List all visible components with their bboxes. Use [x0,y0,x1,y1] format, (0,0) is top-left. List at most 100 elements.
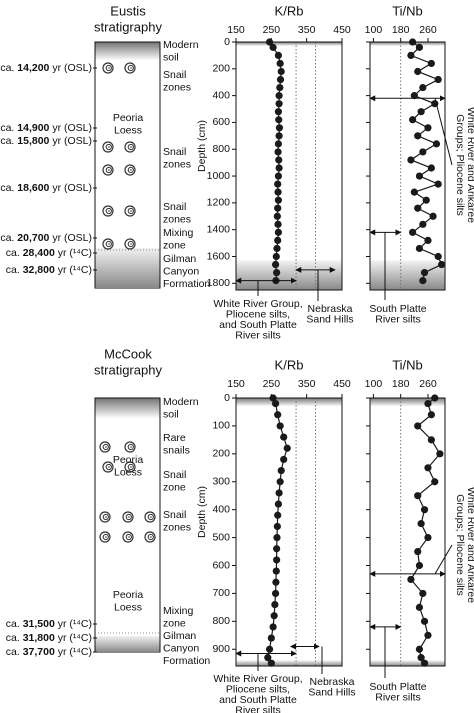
data-point [276,478,284,486]
age-value: 14,200 [17,62,49,74]
annotation-label: Groups; Pliocene silts [454,114,466,216]
label-line: Canyon [163,265,199,277]
data-point [415,172,424,180]
gilman-shade [95,636,160,652]
data-point [429,212,437,220]
label-line: Formation [163,278,210,290]
y-tick-label: 1000 [207,170,231,182]
age-prefix: ca. [6,632,20,644]
data-point [427,411,435,419]
age-value: 15,800 [17,135,49,147]
x-tick-label: 100 [365,378,383,390]
y-tick-label: 0 [224,392,230,404]
snail [102,141,114,153]
data-point [417,520,425,528]
y-tick-label: 500 [212,531,230,543]
data-point [417,108,425,116]
data-point [277,67,285,76]
snail [102,533,109,541]
data-point [271,600,279,609]
label-line: Gilman [163,253,196,265]
label-line: White River Group, [213,298,302,310]
data-point [434,180,442,188]
label-line: zone [163,617,186,629]
data-point [273,533,281,542]
label-line: zones [163,158,191,170]
data-point [436,450,444,458]
age-prefix: ca. [6,247,20,259]
snail [102,62,114,74]
data-point [415,645,424,653]
snail [130,169,132,171]
label-line: McCook [104,346,152,361]
label-line: zones [163,521,191,533]
data-point [424,533,432,542]
data-point [417,654,425,662]
data-point [274,500,282,508]
gilman-shade [95,248,160,288]
snail [108,169,110,171]
data-point [273,522,281,531]
data-point [419,220,427,228]
data-point [273,212,281,220]
profile-line [410,397,441,664]
data-point [427,59,435,68]
x-tick-label: 350 [298,378,316,390]
snail [147,513,154,521]
data-point [420,659,429,667]
snail [124,205,136,217]
age-label: ca. 14,900 yr (OSL) [0,122,92,134]
data-point [274,204,282,212]
leader [434,544,453,575]
age-label: ca. 31,500 yr (¹⁴C) [6,618,92,630]
label-line: Pliocene silts, [226,683,290,695]
data-point [274,411,282,419]
age-value: 18,600 [17,182,49,194]
snail [128,516,130,518]
x-tick-label: 250 [263,378,281,390]
label-line: River silts [235,704,281,713]
age-unit: yr (OSL) [52,122,92,134]
snail [105,463,112,471]
snail [105,166,112,174]
snail [105,446,107,448]
x-tick-label: 350 [298,24,316,36]
label-line: Eustis [110,3,146,18]
age-value: 31,500 [23,618,55,630]
y-tick-label: 800 [212,615,230,627]
age-value: 31,800 [23,632,55,644]
data-point [273,268,281,277]
snail [124,238,136,250]
depth-shade [370,398,445,407]
annotation-label: White River and Arikaree [465,107,474,223]
data-point [274,140,282,148]
snail [127,143,134,151]
label-line: Sand Hills [308,686,355,698]
label-line: South Platte [369,681,426,693]
label-line: Snail [163,201,186,213]
y-tick-label: 400 [212,89,230,101]
data-point [280,433,288,441]
data-point [419,83,427,92]
data-point [415,561,424,570]
label-line: Nebraska [310,676,355,688]
label-line: Nebraska [308,303,353,315]
plot-bg [236,398,342,666]
data-point [274,172,282,180]
label-line: Canyon [163,642,199,654]
snail [127,64,134,72]
label-line: snails [163,444,190,456]
data-point [274,236,282,244]
data-point [432,140,441,148]
label-line: Modern [163,396,199,408]
label-line: soil [163,51,179,63]
label-line: soil [163,408,179,420]
y-tick-label: 400 [212,503,230,515]
data-point [409,116,417,124]
data-point [420,617,429,625]
age-label: ca. 20,700 yr (OSL) [0,232,92,244]
label-line: Gilman [163,630,196,642]
data-point [274,148,282,156]
snail [108,67,110,69]
age-prefix: ca. [6,646,20,658]
